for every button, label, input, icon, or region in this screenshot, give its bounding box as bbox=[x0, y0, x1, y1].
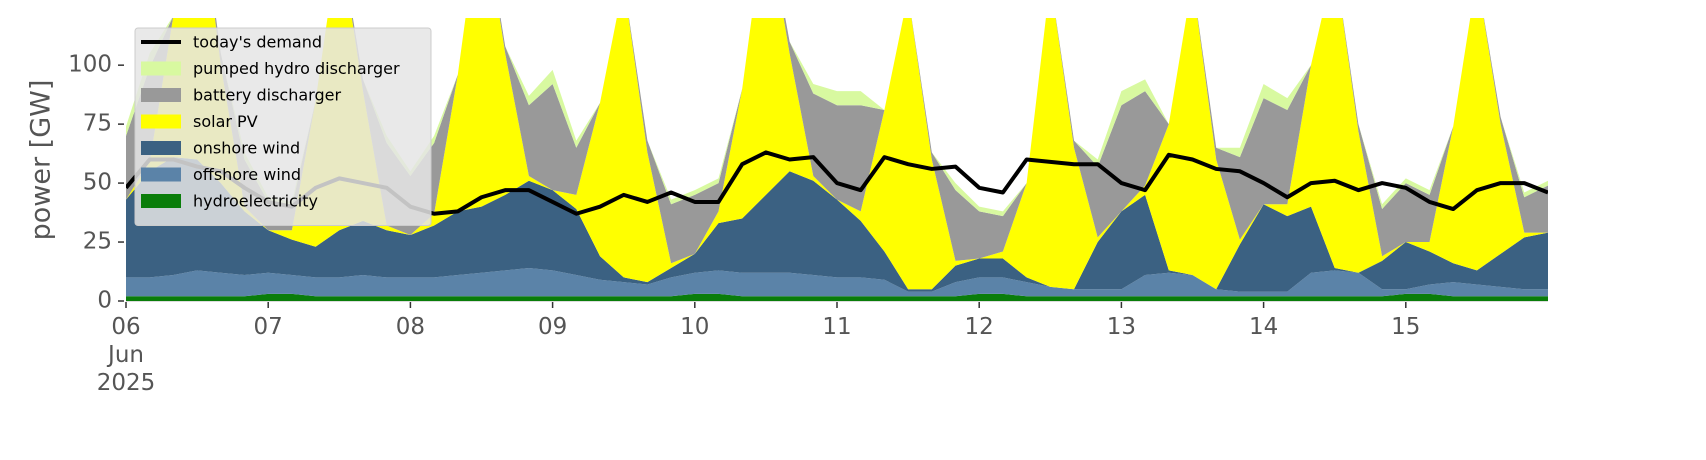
legend-swatch bbox=[141, 88, 181, 102]
legend-swatch bbox=[141, 194, 181, 208]
area bbox=[126, 267, 1548, 297]
legend-label: onshore wind bbox=[193, 139, 300, 158]
legend-box bbox=[134, 27, 432, 226]
y-tick-label: 0 bbox=[97, 288, 112, 314]
legend-swatch bbox=[141, 141, 181, 155]
y-tick-label: 75 bbox=[83, 111, 112, 137]
x-tick-label: 15 bbox=[1391, 314, 1421, 340]
x-tick-label: 09 bbox=[537, 314, 568, 340]
x-tick-label: 10 bbox=[680, 314, 710, 340]
legend-label: hydroelectricity bbox=[193, 192, 318, 211]
legend-swatch bbox=[141, 61, 181, 76]
y-tick-label: 50 bbox=[83, 170, 112, 196]
legend-swatch bbox=[141, 167, 181, 182]
x-tick-label: 06 Jun 2025 bbox=[96, 314, 156, 396]
y-tick-label: 25 bbox=[83, 229, 112, 255]
legend: today's demand pumped hydro discharger bat… bbox=[134, 27, 432, 226]
area bbox=[126, 293, 1548, 301]
x-tick-label: 11 bbox=[822, 314, 852, 340]
plot-area bbox=[126, 18, 1548, 301]
y-axis-label: power [GW] bbox=[26, 80, 57, 241]
legend-label: pumped hydro discharger bbox=[193, 59, 400, 78]
x-tick-label: 07 bbox=[253, 314, 283, 340]
area bbox=[126, 18, 1548, 290]
legend-label: solar PV bbox=[193, 112, 258, 131]
x-tick-label: 14 bbox=[1248, 314, 1279, 340]
x-tick-label: 08 bbox=[395, 314, 426, 340]
area bbox=[126, 157, 1548, 292]
legend-label: offshore wind bbox=[193, 165, 301, 184]
legend-label: today's demand bbox=[193, 33, 322, 52]
x-tick-label: 12 bbox=[964, 314, 994, 340]
y-tick-label: 100 bbox=[68, 52, 112, 78]
legend-swatch bbox=[141, 114, 181, 129]
axes: 0 25 50 75 100 bbox=[68, 52, 1548, 314]
legend-label: battery discharger bbox=[193, 86, 341, 105]
area bbox=[126, 18, 1548, 264]
x-tick-label: 13 bbox=[1106, 314, 1137, 340]
